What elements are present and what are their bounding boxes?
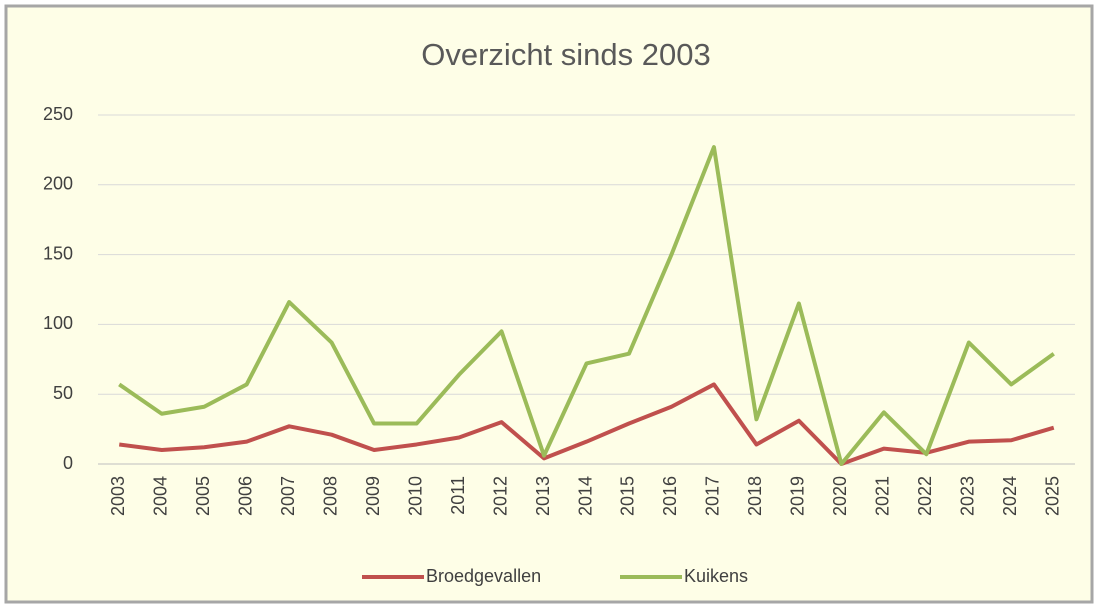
series-line bbox=[118, 382, 1055, 466]
chart-title: Overzicht sinds 2003 bbox=[421, 37, 710, 72]
x-tick-label: 2013 bbox=[533, 476, 553, 516]
y-tick-label: 200 bbox=[43, 174, 73, 194]
y-tick-label: 100 bbox=[43, 313, 73, 333]
x-tick-label: 2025 bbox=[1043, 476, 1063, 516]
x-tick-label: 2014 bbox=[575, 476, 595, 516]
x-tick-label: 2017 bbox=[703, 476, 723, 516]
chart-frame bbox=[4, 4, 1094, 604]
series-line bbox=[118, 145, 1055, 466]
x-tick-label: 2007 bbox=[278, 476, 298, 516]
x-tick-label: 2003 bbox=[108, 476, 128, 516]
x-tick-label: 2012 bbox=[490, 476, 510, 516]
x-tick-label: 2005 bbox=[193, 476, 213, 516]
x-tick-label: 2021 bbox=[873, 476, 893, 516]
x-tick-label: 2015 bbox=[618, 476, 638, 516]
y-tick-label: 0 bbox=[63, 453, 73, 473]
x-tick-label: 2006 bbox=[235, 476, 255, 516]
x-tick-label: 2009 bbox=[363, 476, 383, 516]
legend-label: Kuikens bbox=[684, 566, 748, 586]
x-tick-label: 2023 bbox=[958, 476, 978, 516]
x-tick-label: 2016 bbox=[660, 476, 680, 516]
y-tick-label: 250 bbox=[43, 104, 73, 124]
x-tick-label: 2011 bbox=[448, 476, 468, 515]
x-tick-label: 2019 bbox=[788, 476, 808, 516]
x-tick-label: 2004 bbox=[150, 476, 170, 516]
x-tick-label: 2018 bbox=[745, 476, 765, 516]
x-tick-label: 2022 bbox=[915, 476, 935, 516]
x-tick-label: 2008 bbox=[320, 476, 340, 516]
x-tick-label: 2024 bbox=[1000, 476, 1020, 516]
legend-label: Broedgevallen bbox=[426, 566, 541, 586]
y-tick-label: 150 bbox=[43, 243, 73, 263]
x-tick-label: 2010 bbox=[405, 476, 425, 516]
x-tick-label: 2020 bbox=[830, 476, 850, 516]
y-tick-label: 50 bbox=[53, 383, 73, 403]
